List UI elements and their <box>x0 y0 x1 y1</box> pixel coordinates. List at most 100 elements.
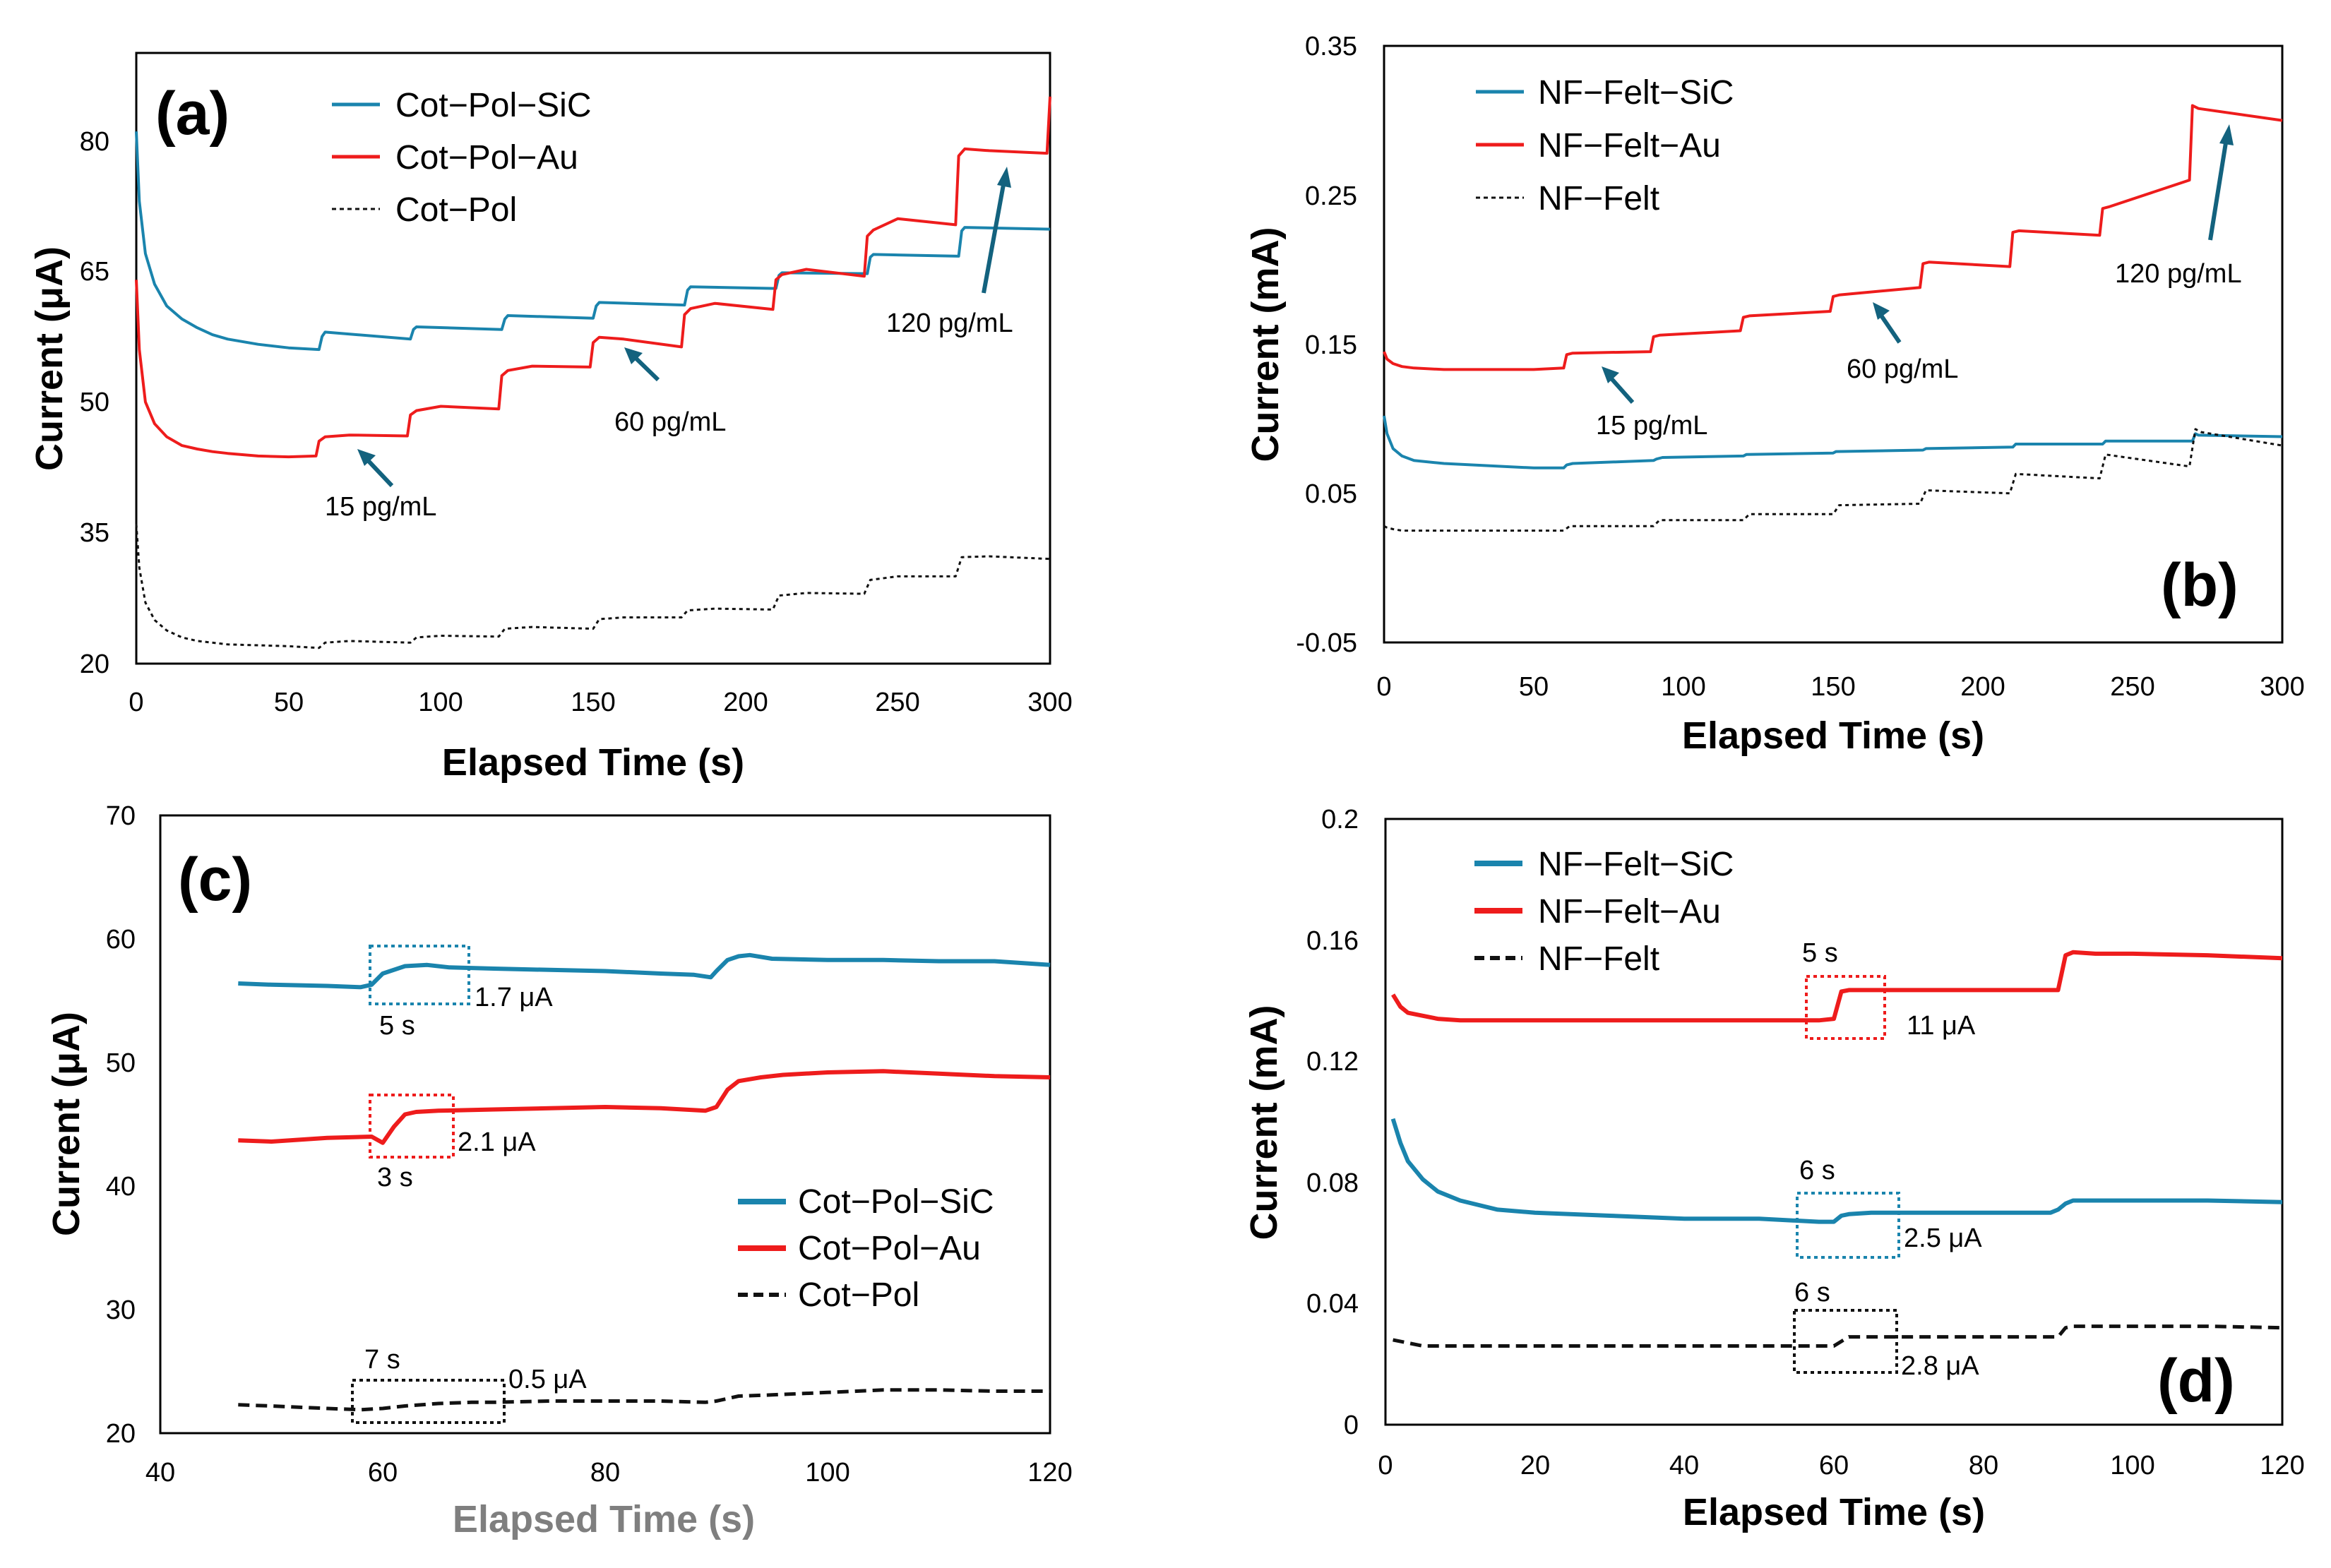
panel-b-yticks: -0.05 0.05 0.15 0.25 0.35 <box>1296 32 1357 658</box>
annotation-label: 15 pg/mL <box>1596 411 1707 441</box>
panel-d-xticks: 0 20 40 60 80 100 120 <box>1378 1451 2304 1480</box>
x-tick-label: 200 <box>723 688 768 717</box>
y-tick-label: 0.12 <box>1306 1047 1359 1077</box>
x-tick-label: 250 <box>2110 672 2154 702</box>
legend: NF−Felt−SiC NF−Felt−Au NF−Felt <box>1476 74 1734 217</box>
panel-d-series <box>1390 950 2283 1348</box>
response-delta: 1.7 μA <box>475 983 553 1012</box>
response-delta: 11 μA <box>1907 1011 1976 1041</box>
panel-a-series <box>135 96 1051 650</box>
x-tick-label: 120 <box>2260 1451 2304 1480</box>
x-tick-label: 250 <box>875 688 919 717</box>
series-base-line <box>1393 1324 2283 1348</box>
x-tick-label: 80 <box>1969 1451 1998 1480</box>
annotations: 15 pg/mL 60 pg/mL 120 pg/mL <box>1596 124 2242 441</box>
x-tick-label: 150 <box>1811 672 1855 702</box>
legend-label: Cot−Pol−Au <box>798 1230 981 1267</box>
annotation-label: 60 pg/mL <box>614 407 726 437</box>
series-au-line <box>1383 104 2283 371</box>
annotation-label: 15 pg/mL <box>325 492 436 522</box>
annotation-arrowhead <box>624 347 643 364</box>
legend: NF−Felt−SiC NF−Felt−Au NF−Felt <box>1474 846 1734 978</box>
panel-c-frame <box>159 814 1051 1435</box>
x-tick-label: 300 <box>2260 672 2304 702</box>
y-tick-label: 60 <box>106 925 136 954</box>
annotation-arrowhead <box>1873 302 1890 320</box>
panel-d: 0 20 40 60 80 100 120 0 0.04 0.08 0.12 0… <box>1243 805 2305 1533</box>
panel-a-frame <box>135 52 1051 665</box>
series-base-line <box>135 524 1051 650</box>
x-axis-title: Elapsed Time (s) <box>442 741 744 784</box>
legend-label: Cot−Pol <box>395 191 517 229</box>
y-axis-title: Current (mA) <box>1243 1005 1285 1240</box>
x-tick-label: 150 <box>571 688 615 717</box>
x-tick-label: 300 <box>1027 688 1072 717</box>
y-tick-label: 20 <box>106 1419 136 1449</box>
annotation-arrow <box>632 354 660 382</box>
series-au-line <box>238 1069 1051 1145</box>
annotation-label: 120 pg/mL <box>2115 259 2242 289</box>
y-tick-label: 65 <box>80 257 109 287</box>
legend-label: Cot−Pol−SiC <box>395 87 591 124</box>
legend-label: NF−Felt <box>1538 940 1659 978</box>
response-delta: 2.1 μA <box>458 1127 536 1157</box>
x-axis-title: Elapsed Time (s) <box>1682 714 1984 757</box>
annotation-arrow <box>2208 138 2229 241</box>
response-time: 6 s <box>1799 1156 1835 1185</box>
panel-c-yticks: 20 30 40 50 60 70 <box>106 801 136 1449</box>
x-tick-label: 100 <box>418 688 463 717</box>
panel-d-axes <box>1384 819 2282 1426</box>
annotation-arrow <box>1878 312 1902 344</box>
y-tick-label: 0.08 <box>1306 1168 1359 1198</box>
y-tick-label: 50 <box>80 388 109 417</box>
annotation-arrowhead <box>1602 366 1619 383</box>
panel-c: 40 60 80 100 120 20 30 40 50 60 70 Elaps… <box>45 801 1073 1540</box>
annotation-label: 120 pg/mL <box>886 309 1013 338</box>
series-sic-line <box>1383 415 2283 469</box>
x-tick-label: 50 <box>1519 672 1549 702</box>
legend: Cot−Pol−SiC Cot−Pol−Au Cot−Pol <box>332 87 591 229</box>
response-box <box>351 1379 506 1424</box>
series-base-line <box>238 1388 1050 1412</box>
panel-c-xticks: 40 60 80 100 120 <box>145 1458 1073 1488</box>
panel-c-axes <box>159 815 1050 1435</box>
panel-label: (c) <box>178 846 252 914</box>
legend-label: NF−Felt <box>1538 180 1659 217</box>
y-tick-label: 20 <box>80 650 109 679</box>
legend-label: Cot−Pol <box>798 1276 919 1314</box>
series-au-line <box>135 96 1051 459</box>
panel-b-series <box>1383 104 2283 532</box>
legend-label: NF−Felt−SiC <box>1538 74 1734 112</box>
x-tick-label: 50 <box>274 688 304 717</box>
y-tick-label: 0.05 <box>1305 479 1357 509</box>
legend-label: Cot−Pol−SiC <box>798 1183 994 1221</box>
y-tick-label: 0 <box>1344 1411 1359 1440</box>
annotation-arrowhead <box>357 449 376 466</box>
panel-b-frame <box>1383 44 2284 644</box>
response-delta: 2.8 μA <box>1901 1351 1979 1381</box>
legend: Cot−Pol−SiC Cot−Pol−Au Cot−Pol <box>738 1183 994 1314</box>
y-tick-label: 35 <box>80 518 109 548</box>
series-sic-line <box>1390 1118 2283 1224</box>
annotation-label: 60 pg/mL <box>1847 354 1958 384</box>
response-box <box>1796 1192 1900 1259</box>
response-time: 5 s <box>1802 938 1838 968</box>
x-tick-label: 200 <box>1960 672 2005 702</box>
response-boxes: 5 s 1.7 μA 3 s 2.1 μA 7 s 0.5 μA <box>351 945 587 1424</box>
y-tick-label: 0.2 <box>1321 805 1359 834</box>
x-tick-label: 0 <box>129 688 143 717</box>
y-axis-title: Current (μA) <box>28 246 71 471</box>
x-tick-label: 100 <box>805 1458 849 1488</box>
response-box <box>369 945 470 1005</box>
x-axis-title: Elapsed Time (s) <box>453 1498 755 1540</box>
x-tick-label: 40 <box>1669 1451 1699 1480</box>
annotation-arrow <box>364 457 394 488</box>
x-axis-title: Elapsed Time (s) <box>1683 1491 1985 1533</box>
y-tick-label: 0.16 <box>1306 926 1359 956</box>
panel-c-series <box>238 952 1051 1412</box>
x-tick-label: 60 <box>368 1458 398 1488</box>
x-tick-label: 0 <box>1376 672 1391 702</box>
annotation-arrowhead <box>2219 124 2234 145</box>
x-tick-label: 80 <box>590 1458 620 1488</box>
panel-b: 0 50 100 150 200 250 300 -0.05 0.05 0.15… <box>1244 32 2305 757</box>
